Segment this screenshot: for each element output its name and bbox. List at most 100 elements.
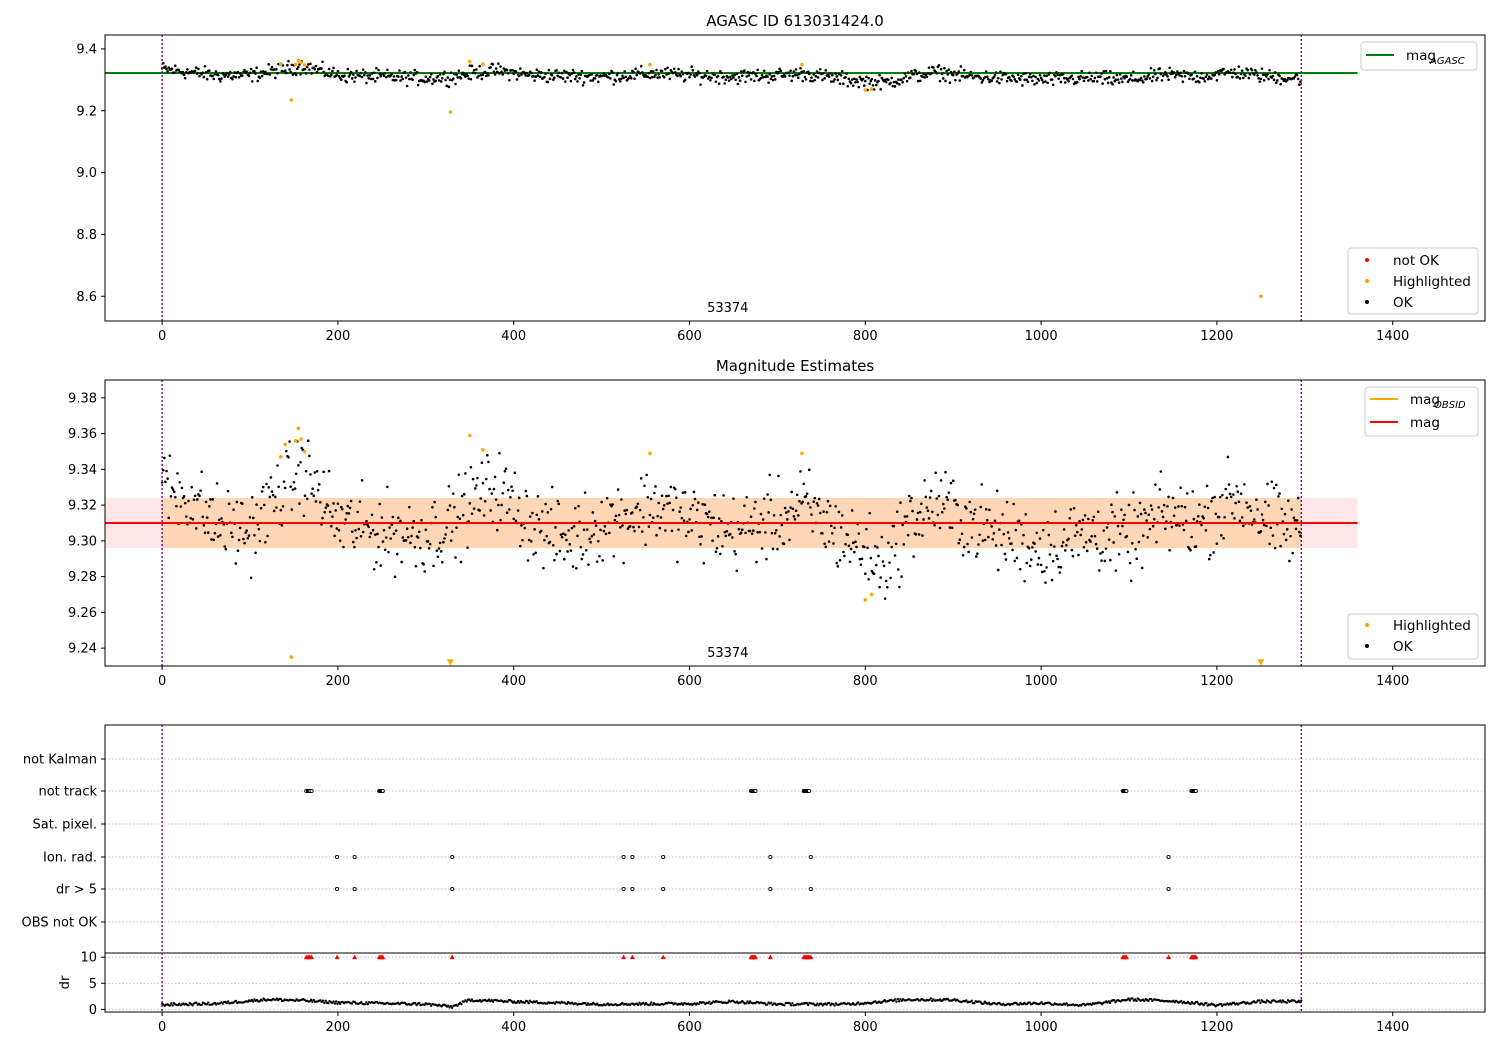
ok-point	[460, 494, 464, 498]
ok-point	[1245, 501, 1248, 504]
ok-point	[383, 548, 387, 552]
ok-point	[484, 477, 488, 481]
ok-point	[821, 78, 824, 82]
ok-point	[478, 64, 481, 68]
ok-point	[937, 64, 941, 67]
ok-point	[483, 499, 487, 503]
ok-point	[1209, 553, 1212, 557]
ok-point	[681, 72, 685, 76]
ok-point	[411, 78, 414, 82]
ok-point	[1203, 505, 1207, 509]
ok-point	[951, 479, 955, 482]
ok-point	[1222, 67, 1225, 71]
highlighted-point	[863, 598, 868, 602]
ok-point	[1290, 508, 1293, 511]
dr-point	[250, 998, 253, 1002]
highlighted-point	[467, 59, 472, 64]
dr-point	[973, 1002, 976, 1005]
ok-point	[969, 510, 973, 514]
ok-point	[408, 505, 411, 509]
ok-point	[860, 557, 864, 561]
highlighted-point	[302, 449, 307, 454]
ok-point	[1057, 565, 1060, 569]
ok-point	[284, 449, 288, 453]
ok-point	[1063, 81, 1067, 84]
dr-outlier-marker	[808, 954, 814, 960]
ok-point	[662, 504, 666, 507]
dr-point	[897, 1000, 901, 1003]
ok-point	[1095, 80, 1099, 83]
ok-point	[272, 509, 276, 513]
ok-point	[979, 77, 982, 80]
ok-point	[903, 515, 907, 518]
ok-point	[360, 75, 364, 79]
flag-marker	[1124, 788, 1129, 794]
dr-point	[766, 1003, 769, 1006]
ok-point	[1230, 512, 1234, 515]
ok-point	[1100, 72, 1103, 75]
ok-point	[823, 76, 826, 80]
dr-axis-label: dr	[58, 975, 73, 989]
ok-point	[1246, 68, 1249, 72]
ok-point	[584, 548, 588, 552]
ok-point	[621, 524, 624, 527]
ok-point	[854, 540, 857, 544]
ok-point	[877, 554, 880, 558]
ok-point	[372, 71, 376, 74]
ok-point	[889, 81, 892, 85]
ok-point	[1013, 559, 1017, 563]
ok-point	[820, 72, 823, 76]
ok-point	[544, 502, 547, 506]
ok-point	[493, 475, 497, 479]
ok-point	[905, 515, 909, 518]
ok-point	[707, 510, 711, 514]
ok-point	[280, 524, 284, 527]
ok-point	[1262, 523, 1266, 527]
highlighted-point	[289, 98, 294, 102]
highlighted-point	[1259, 294, 1263, 299]
ok-point	[326, 504, 330, 507]
ok-point	[1266, 73, 1269, 76]
ok-point	[827, 75, 831, 78]
ok-point	[872, 88, 876, 91]
ok-point	[230, 531, 233, 535]
ok-point	[702, 561, 706, 565]
x-tick-label: 1000	[1025, 1020, 1058, 1035]
ok-point	[469, 77, 473, 81]
ok-point	[249, 576, 253, 580]
ok-point	[219, 80, 222, 83]
ok-point	[619, 525, 622, 529]
ok-point	[638, 72, 642, 75]
ok-point	[935, 71, 939, 75]
ok-point	[846, 533, 850, 537]
ok-point	[677, 67, 680, 71]
ok-point	[1067, 537, 1070, 541]
ok-point	[1241, 524, 1245, 528]
dr-point	[814, 1004, 818, 1007]
ok-point	[861, 77, 865, 81]
ok-point	[343, 74, 346, 78]
ok-point	[304, 469, 308, 473]
ok-point	[483, 70, 487, 74]
ok-point	[164, 480, 167, 484]
ok-point	[362, 73, 366, 77]
ok-point	[473, 487, 477, 490]
ok-point	[1025, 561, 1029, 565]
dr-point	[708, 1000, 711, 1004]
ok-point	[477, 74, 480, 78]
ok-point	[1018, 567, 1022, 571]
ok-point	[1087, 517, 1090, 521]
ok-point	[778, 67, 781, 71]
ok-point	[423, 80, 427, 84]
ok-point	[494, 498, 498, 501]
ok-point	[944, 470, 947, 474]
ok-point	[1018, 78, 1022, 81]
ok-point	[191, 518, 195, 521]
ok-point	[526, 559, 530, 562]
ok-point	[250, 496, 254, 499]
ok-point	[608, 72, 611, 76]
ok-point	[1180, 74, 1184, 78]
ok-point	[877, 79, 880, 83]
ok-point	[660, 494, 664, 498]
ok-point	[1123, 513, 1126, 517]
